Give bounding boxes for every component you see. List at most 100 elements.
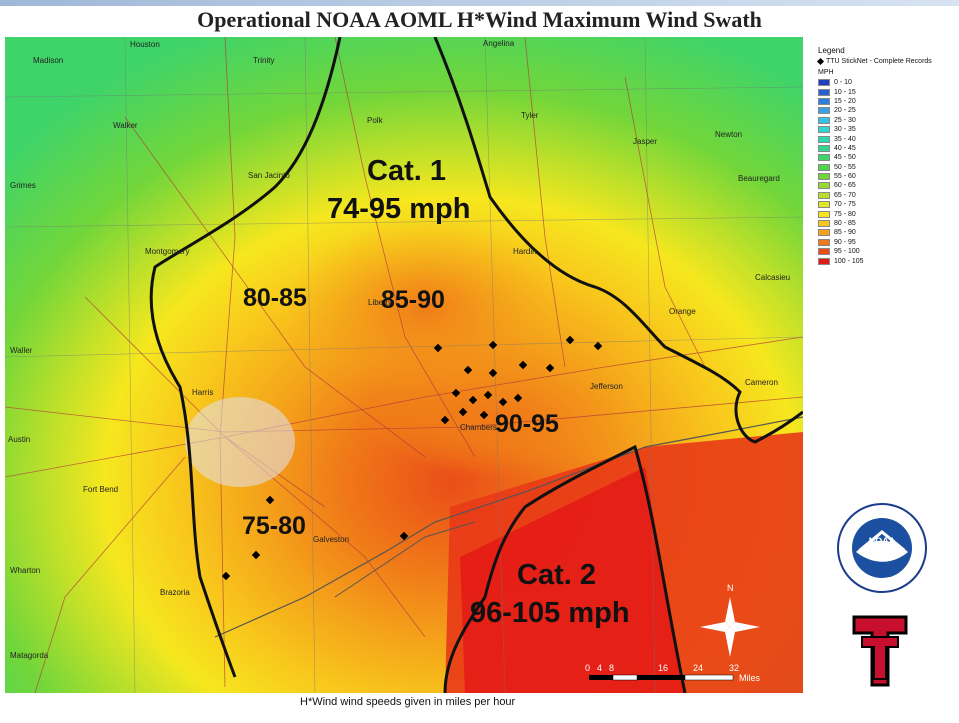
legend-swatch (818, 135, 830, 143)
legend-swatch (818, 79, 830, 87)
legend-row: 70 - 75 (818, 200, 948, 209)
svg-text:Montgomery: Montgomery (145, 247, 189, 256)
svg-text:Jasper: Jasper (633, 137, 657, 146)
legend-swatch (818, 210, 830, 218)
legend-label: 75 - 80 (834, 210, 856, 218)
place-labels: Houston Trinity Angelina Madison Polk Ty… (8, 39, 790, 660)
svg-text:32: 32 (729, 663, 739, 673)
legend-swatch (818, 173, 830, 181)
svg-text:Polk: Polk (367, 116, 384, 125)
svg-text:Liberty: Liberty (368, 298, 392, 307)
svg-text:Houston: Houston (130, 40, 160, 49)
svg-text:Calcasieu: Calcasieu (755, 273, 790, 282)
legend-label: 60 - 65 (834, 182, 856, 190)
svg-text:16: 16 (658, 663, 668, 673)
cat1-range-label: 74-95 mph (327, 193, 470, 225)
svg-text:Hardin: Hardin (513, 247, 537, 256)
svg-text:Madison: Madison (33, 56, 63, 65)
svg-text:Wharton: Wharton (10, 566, 40, 575)
legend-row: 45 - 50 (818, 153, 948, 162)
legend-label: 45 - 50 (834, 154, 856, 162)
svg-text:24: 24 (693, 663, 703, 673)
legend-row: 25 - 30 (818, 116, 948, 125)
legend-swatch (818, 257, 830, 265)
legend-swatch (818, 220, 830, 228)
legend-label: 95 - 100 (834, 248, 860, 256)
legend-label: 40 - 45 (834, 144, 856, 152)
band-75-80-label: 75-80 (242, 512, 306, 540)
svg-text:Newton: Newton (715, 130, 742, 139)
legend-row: 55 - 60 (818, 172, 948, 181)
svg-text:Brazoria: Brazoria (160, 588, 190, 597)
legend-label: 35 - 40 (834, 135, 856, 143)
legend-swatch (818, 97, 830, 105)
houston-metro (185, 397, 295, 487)
legend-swatch (818, 238, 830, 246)
svg-text:4: 4 (597, 663, 602, 673)
legend-row: 50 - 55 (818, 163, 948, 172)
legend-label: 100 - 105 (834, 257, 864, 265)
legend-row: 0 - 10 (818, 78, 948, 87)
legend-label: 85 - 90 (834, 229, 856, 237)
page-title: Operational NOAA AOML H*Wind Maximum Win… (197, 7, 762, 32)
band-90-95-label: 90-95 (495, 410, 559, 438)
svg-text:Jefferson: Jefferson (590, 382, 623, 391)
top-accent-bar (0, 0, 959, 6)
legend-label: 30 - 35 (834, 126, 856, 134)
scale-bar: 0 4 8 16 24 32 Miles (585, 663, 761, 683)
legend-title: Legend (818, 46, 845, 55)
legend-swatch (818, 144, 830, 152)
legend-row: 95 - 100 (818, 247, 948, 256)
cat2-core-red (460, 467, 685, 693)
wind-swath-map: Houston Trinity Angelina Madison Polk Ty… (5, 37, 803, 693)
svg-text:Miles: Miles (739, 673, 761, 683)
svg-text:Harris: Harris (192, 388, 213, 397)
map-legend: Legend TTU StickNet - Complete Records M… (816, 46, 948, 266)
svg-text:Tyler: Tyler (521, 111, 539, 120)
bay-outline (334, 521, 476, 598)
core-orange-region (285, 217, 565, 397)
svg-text:Angelina: Angelina (483, 39, 515, 48)
legend-label: 10 - 15 (834, 88, 856, 96)
cat2-label: Cat. 2 (517, 559, 596, 591)
legend-row: 10 - 15 (818, 87, 948, 96)
svg-text:Chambers: Chambers (460, 423, 497, 432)
legend-label: 80 - 85 (834, 220, 856, 228)
legend-row: 35 - 40 (818, 134, 948, 143)
svg-text:Austin: Austin (8, 435, 30, 444)
svg-text:Beauregard: Beauregard (738, 174, 780, 183)
legend-label: 0 - 10 (834, 79, 852, 87)
legend-swatch (818, 154, 830, 162)
legend-label: 70 - 75 (834, 201, 856, 209)
legend-swatch (818, 191, 830, 199)
legend-swatch (818, 126, 830, 134)
svg-text:Galveston: Galveston (313, 535, 349, 544)
coastline (214, 416, 803, 638)
legend-row: 85 - 90 (818, 228, 948, 237)
cat1-label: Cat. 1 (367, 155, 446, 187)
svg-text:Matagorda: Matagorda (10, 651, 49, 660)
svg-text:Walker: Walker (113, 121, 138, 130)
map-caption: H*Wind wind speeds given in miles per ho… (300, 696, 516, 708)
sticknet-marker-icon (816, 57, 825, 66)
svg-text:Trinity: Trinity (253, 56, 274, 65)
legend-row: 30 - 35 (818, 125, 948, 134)
texas-tech-logo (852, 615, 908, 687)
svg-text:NOAA: NOAA (869, 536, 896, 546)
legend-row: 90 - 95 (818, 238, 948, 247)
legend-row: 100 - 105 (818, 256, 948, 265)
legend-swatch (818, 107, 830, 115)
legend-row: 20 - 25 (818, 106, 948, 115)
cat1-boundary-west (149, 37, 342, 678)
svg-text:N: N (727, 583, 734, 593)
legend-label: 55 - 60 (834, 173, 856, 181)
noaa-logo: NOAA (837, 503, 927, 593)
band-85-90-label: 85-90 (381, 286, 445, 314)
band-80-85-label: 80-85 (243, 284, 307, 312)
county-lines (5, 37, 803, 693)
legend-row: 15 - 20 (818, 97, 948, 106)
legend-label: 65 - 70 (834, 191, 856, 199)
legend-units: MPH (818, 69, 834, 76)
svg-text:San Jacinto: San Jacinto (248, 171, 290, 180)
legend-swatch (818, 88, 830, 96)
